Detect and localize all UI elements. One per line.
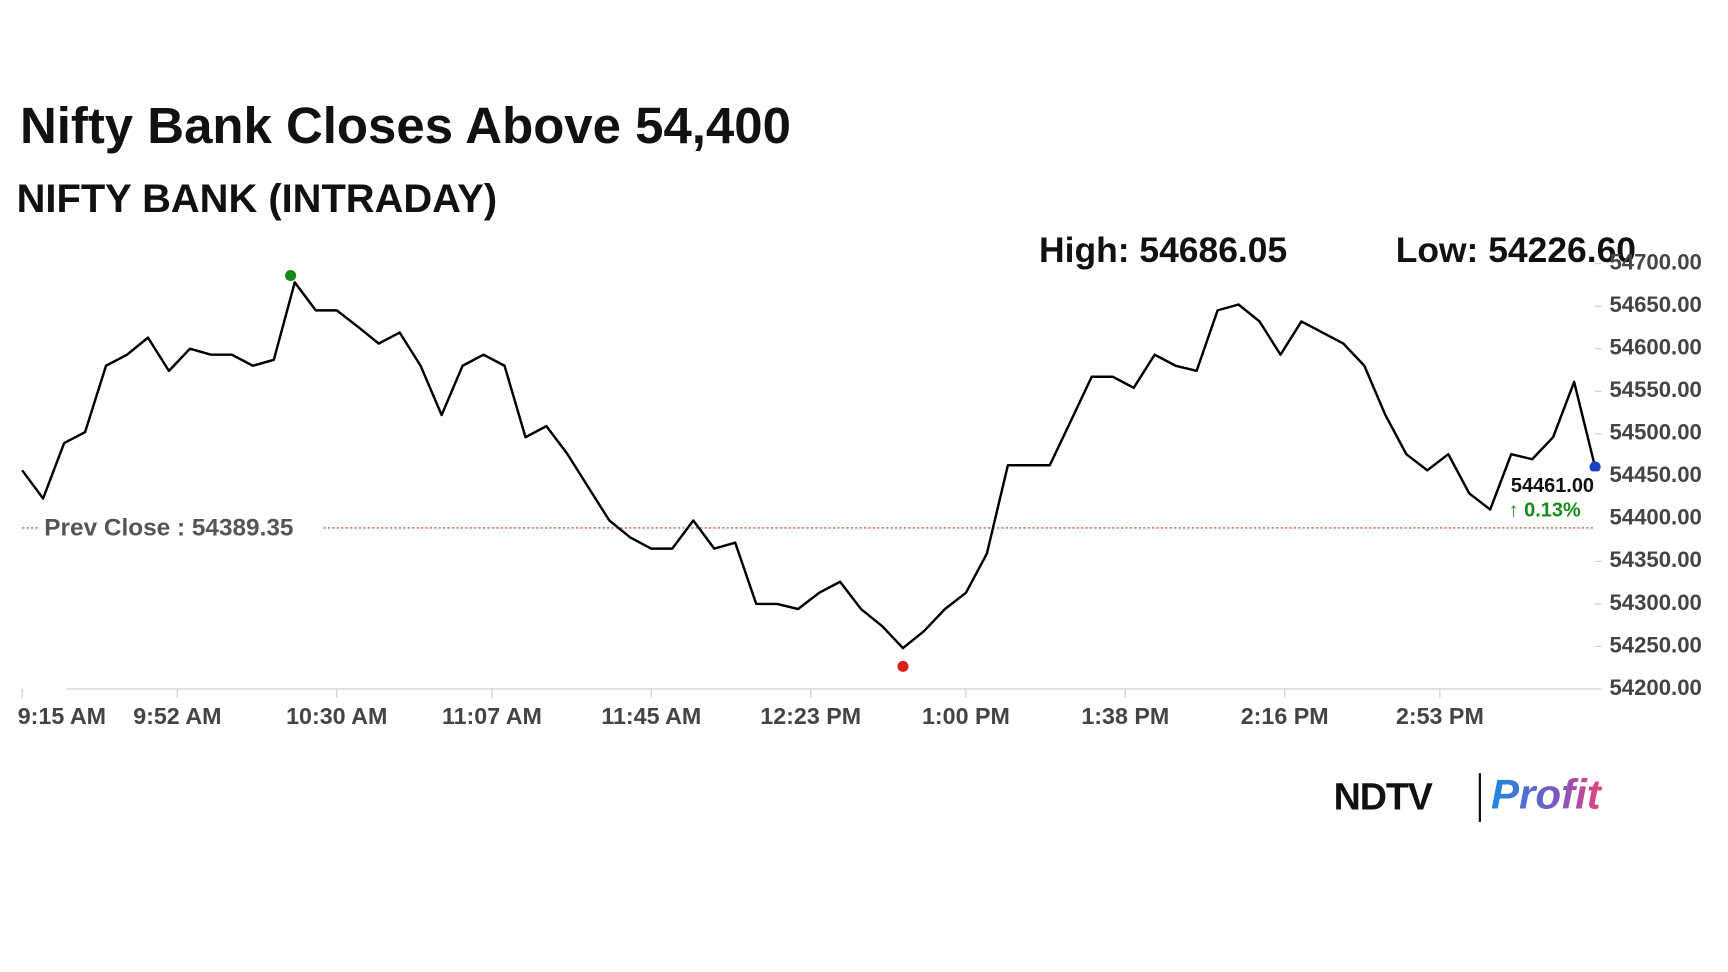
brand-product: Profit [1491,771,1603,818]
high-label: High: 54686.05 [1039,230,1287,270]
y-tick-label: 54600.00 [1609,335,1701,360]
x-tick-label: 11:45 AM [601,703,701,729]
x-tick-label: 2:53 PM [1396,703,1484,729]
y-tick-label: 54450.00 [1609,462,1701,487]
low-marker [897,660,909,672]
chart-subtitle: NIFTY BANK (INTRADAY) [17,177,498,221]
y-tick-label: 54500.00 [1609,420,1701,445]
price-line [21,281,1597,650]
y-tick-label: 54200.00 [1609,675,1701,700]
y-tick-label: 54350.00 [1609,547,1701,572]
y-tick-label: 54700.00 [1609,249,1701,274]
brand-name: NDTV [1334,776,1433,818]
x-tick-label: 12:23 PM [760,703,861,729]
chart-title: Nifty Bank Closes Above 54,400 [20,97,791,154]
y-tick-label: 54400.00 [1609,505,1701,530]
prev-close-label: Prev Close : 54389.35 [44,514,293,541]
change-label: ↑ 0.13% [1509,500,1581,522]
x-tick-label: 1:38 PM [1081,703,1169,729]
y-tick-label: 54250.00 [1609,632,1701,657]
last-label: 54461.00 [1511,475,1594,497]
y-tick-label: 54300.00 [1609,590,1701,615]
x-tick-label: 9:15 AM [18,703,106,729]
high-marker [285,269,297,282]
prev-close-label-bg [39,513,324,543]
x-tick-label: 1:00 PM [922,703,1010,729]
x-tick-label: 11:07 AM [442,703,542,729]
last-label-bg [1506,471,1607,525]
y-tick-label: 54550.00 [1609,377,1701,402]
x-tick-label: 2:16 PM [1241,703,1329,729]
x-tick-label: 10:30 AM [286,703,387,729]
last-marker [1589,461,1601,473]
y-tick-label: 54650.00 [1609,292,1701,317]
x-tick-label: 9:52 AM [133,703,221,729]
